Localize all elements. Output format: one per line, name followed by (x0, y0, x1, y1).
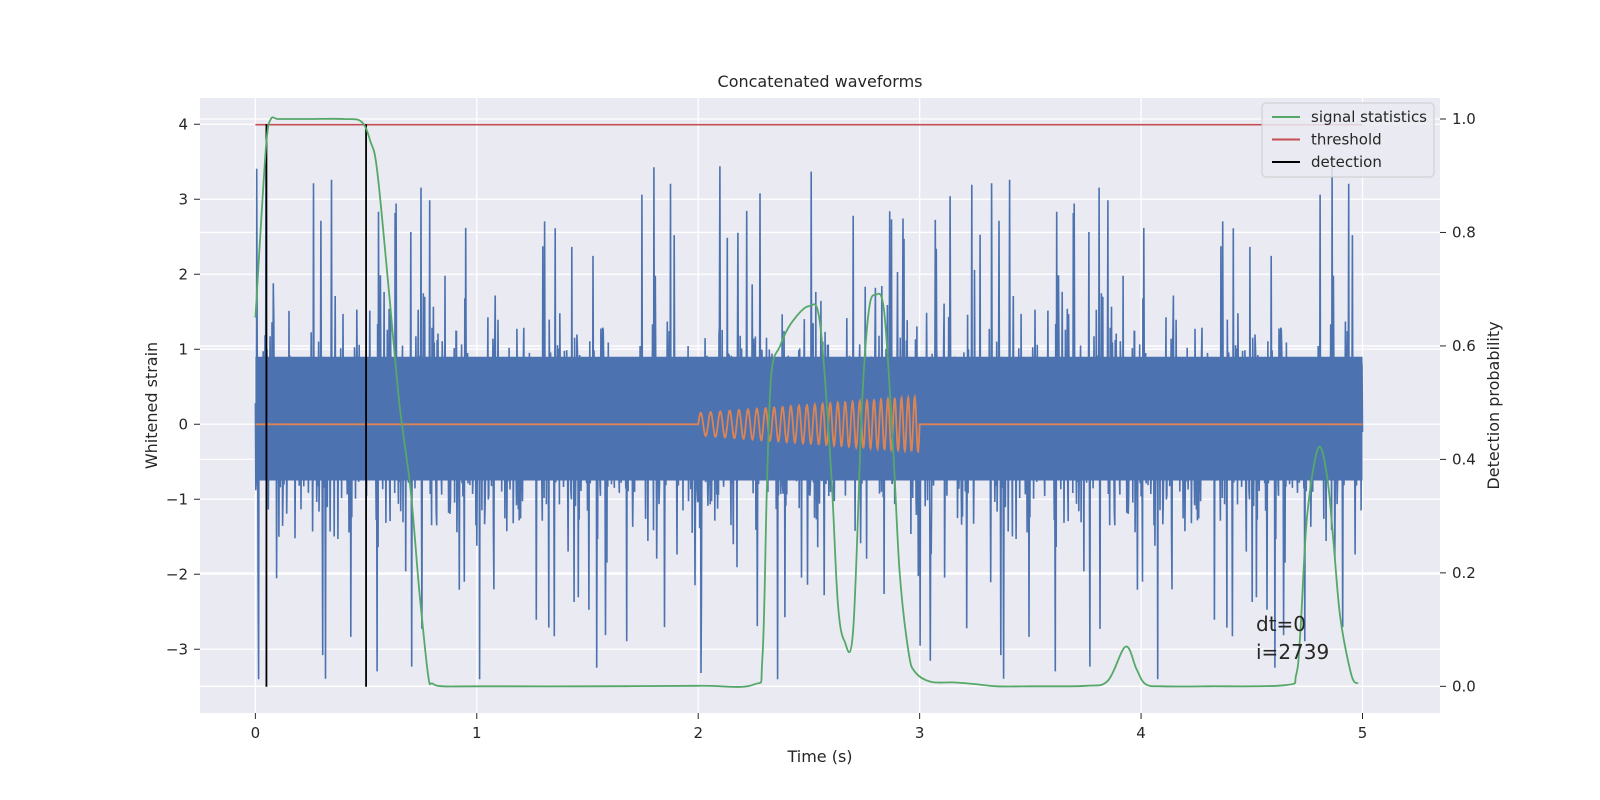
y-right-tick-label: 0.6 (1452, 337, 1476, 355)
y-tick-label: 3 (178, 190, 188, 208)
y-tick-label: 2 (178, 265, 188, 283)
legend-label: detection (1311, 153, 1382, 171)
y-tick-label: 1 (178, 340, 188, 358)
x-tick-label: 4 (1136, 724, 1146, 742)
y-tick-label: −1 (166, 490, 188, 508)
x-tick-label: 1 (472, 724, 482, 742)
annotation-index: i=2739 (1256, 640, 1329, 664)
annotation-dt: dt=0 (1256, 612, 1306, 636)
legend: signal statistics threshold detection (1261, 102, 1435, 178)
y-right-tick-label: 0.0 (1452, 677, 1476, 695)
x-tick-label: 0 (251, 724, 261, 742)
y-tick-label: 4 (178, 115, 188, 133)
x-tick-label: 2 (693, 724, 703, 742)
x-tick-label: 3 (915, 724, 925, 742)
y-tick-label: −3 (166, 640, 188, 658)
y-right-tick-label: 0.8 (1452, 223, 1476, 241)
y-tick-label: −2 (166, 565, 188, 583)
template-series (255, 393, 1363, 454)
y-right-tick-label: 1.0 (1452, 110, 1476, 128)
ticks: 0 1 2 3 4 5 −3 −2 −1 0 1 2 3 4 0.0 0.2 0.4 0.6 0.8 1.0 (166, 110, 1476, 742)
x-tick-label: 5 (1358, 724, 1368, 742)
x-axis-label: Time (s) (786, 747, 852, 766)
probability-series (254, 116, 1363, 688)
legend-label: threshold (1311, 131, 1382, 149)
template-line (255, 393, 1363, 454)
legend-box (1261, 102, 1435, 178)
strain-line (254, 165, 1364, 680)
y-axis-label: Whitened strain (142, 342, 161, 469)
y-tick-label: 0 (178, 415, 188, 433)
legend-label: signal statistics (1311, 108, 1427, 126)
y-axis-right-label: Detection probability (1484, 321, 1503, 489)
y-right-tick-label: 0.4 (1452, 450, 1476, 468)
chart-title: Concatenated waveforms (718, 72, 923, 91)
signal-statistics-line (254, 116, 1359, 688)
y-right-tick-label: 0.2 (1452, 564, 1476, 582)
